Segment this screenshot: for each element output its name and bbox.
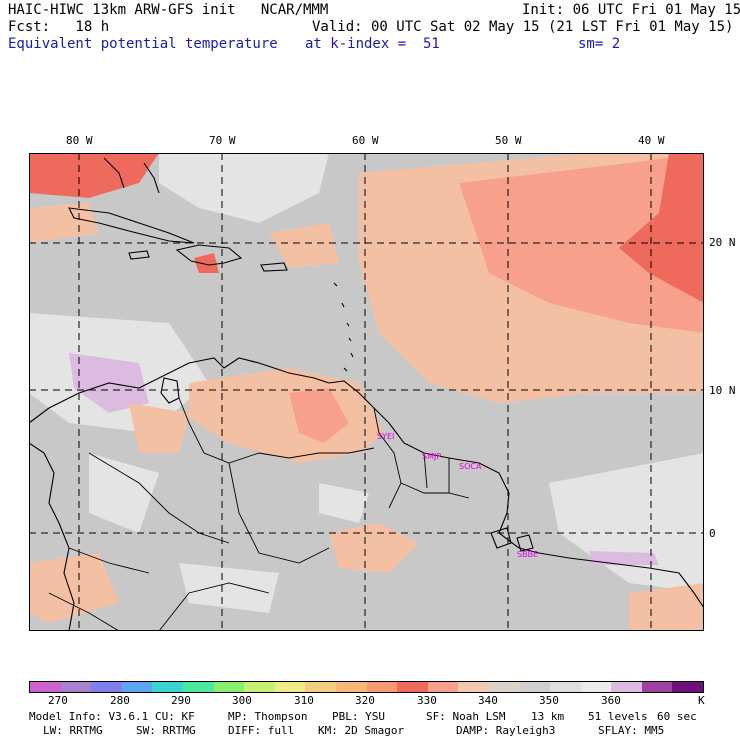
footer-sflay: SFLAY: MM5 [598, 724, 665, 737]
country-borders [48, 397, 470, 631]
red-regions [29, 153, 704, 303]
footer-timestep: 60 sec [657, 710, 697, 723]
footer-model-info: Model Info: V3.6.1 [29, 710, 149, 723]
lon-label-60w: 60 W [352, 134, 379, 147]
lat-label-10n: 10 N [709, 384, 736, 397]
valid-time: Valid: 00 UTC Sat 02 May 15 (21 LST Fri … [312, 19, 734, 35]
coastlines [29, 157, 704, 631]
lon-label-70w: 70 W [209, 134, 236, 147]
lon-label-50w: 50 W [495, 134, 522, 147]
color-scale-swatch [91, 682, 122, 692]
color-scale [29, 681, 704, 693]
footer-cu: CU: KF [155, 710, 195, 723]
color-scale-swatch [244, 682, 275, 692]
color-scale-swatch [182, 682, 214, 692]
scale-tick-320: 320 [355, 694, 375, 707]
color-scale-swatch [611, 682, 642, 692]
footer-lw: LW: RRTMG [43, 724, 103, 737]
lat-label-0: 0 [709, 527, 716, 540]
field-name: Equivalent potential temperature [8, 36, 278, 52]
scale-tick-360: 360 [601, 694, 621, 707]
light-gray-regions [29, 153, 704, 613]
color-scale-swatch [366, 682, 398, 692]
color-scale-swatch [121, 682, 153, 692]
scale-tick-350: 350 [539, 694, 559, 707]
lon-label-80w: 80 W [66, 134, 93, 147]
color-scale-swatch [519, 682, 551, 692]
color-scale-swatch [397, 682, 428, 692]
scale-tick-310: 310 [294, 694, 314, 707]
footer-levels: 51 levels [588, 710, 648, 723]
footer-resolution: 13 km [531, 710, 565, 723]
color-scale-swatch [152, 682, 183, 692]
color-scale-swatch [488, 682, 520, 692]
footer-damp: DAMP: Rayleigh3 [456, 724, 556, 737]
map-panel: SYEI SMJP SOCA SBBE [29, 153, 704, 631]
color-scale-swatch [274, 682, 306, 692]
level-index: at k-index = 51 [305, 36, 440, 52]
model-title: HAIC-HIWC 13km ARW-GFS init NCAR/MMM [8, 2, 329, 18]
scale-unit-k: K [698, 694, 705, 707]
footer-diff: DIFF: full [228, 724, 295, 737]
color-scale-swatch [213, 682, 245, 692]
footer-sf: SF: Noah LSM [426, 710, 506, 723]
station-sbbe: SBBE [517, 550, 538, 559]
color-scale-swatch [550, 682, 581, 692]
station-smjp: SMJP [422, 452, 441, 461]
color-scale-swatch [30, 682, 61, 692]
lat-lon-grid [29, 153, 704, 631]
footer-km: KM: 2D Smagor [318, 724, 405, 737]
color-scale-swatch [641, 682, 673, 692]
scale-tick-340: 340 [478, 694, 498, 707]
map-frame [29, 153, 704, 631]
footer-pbl: PBL: YSU [332, 710, 385, 723]
scale-tick-330: 330 [417, 694, 437, 707]
station-soca: SOCA [459, 462, 482, 471]
scale-tick-300: 300 [232, 694, 252, 707]
scale-tick-280: 280 [110, 694, 130, 707]
forecast-hour: Fcst: 18 h [8, 19, 110, 35]
footer-sw: SW: RRTMG [136, 724, 196, 737]
color-scale-swatch [672, 682, 704, 692]
footer-mp: MP: Thompson [228, 710, 308, 723]
color-scale-swatch [305, 682, 336, 692]
lat-label-20n: 20 N [709, 236, 736, 249]
color-scale-swatch [580, 682, 612, 692]
lon-label-40w: 40 W [638, 134, 665, 147]
station-syei: SYEI [377, 432, 394, 441]
scale-tick-270: 270 [48, 694, 68, 707]
scale-tick-290: 290 [171, 694, 191, 707]
color-scale-swatch [458, 682, 489, 692]
color-scale-swatch [60, 682, 92, 692]
init-time: Init: 06 UTC Fri 01 May 15 [522, 2, 740, 18]
color-scale-swatch [427, 682, 459, 692]
color-scale-swatch [335, 682, 367, 692]
smoothing: sm= 2 [578, 36, 621, 52]
